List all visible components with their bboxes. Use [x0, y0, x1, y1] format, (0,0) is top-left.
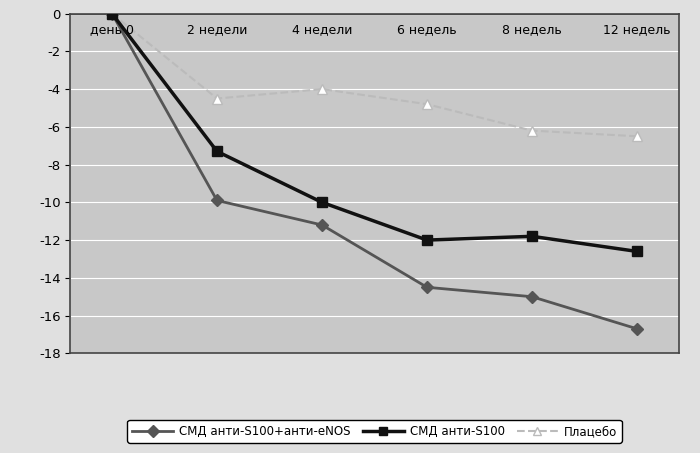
- Text: 4 недели: 4 недели: [292, 23, 352, 36]
- Legend: СМД анти-S100+анти-eNOS, СМД анти-S100, Плацебо: СМД анти-S100+анти-eNOS, СМД анти-S100, …: [127, 420, 622, 443]
- Text: 12 недель: 12 недель: [603, 23, 671, 36]
- Text: 8 недель: 8 недель: [502, 23, 562, 36]
- Text: 2 недели: 2 недели: [187, 23, 247, 36]
- Text: 6 недель: 6 недель: [397, 23, 457, 36]
- Text: день 0: день 0: [90, 23, 134, 36]
